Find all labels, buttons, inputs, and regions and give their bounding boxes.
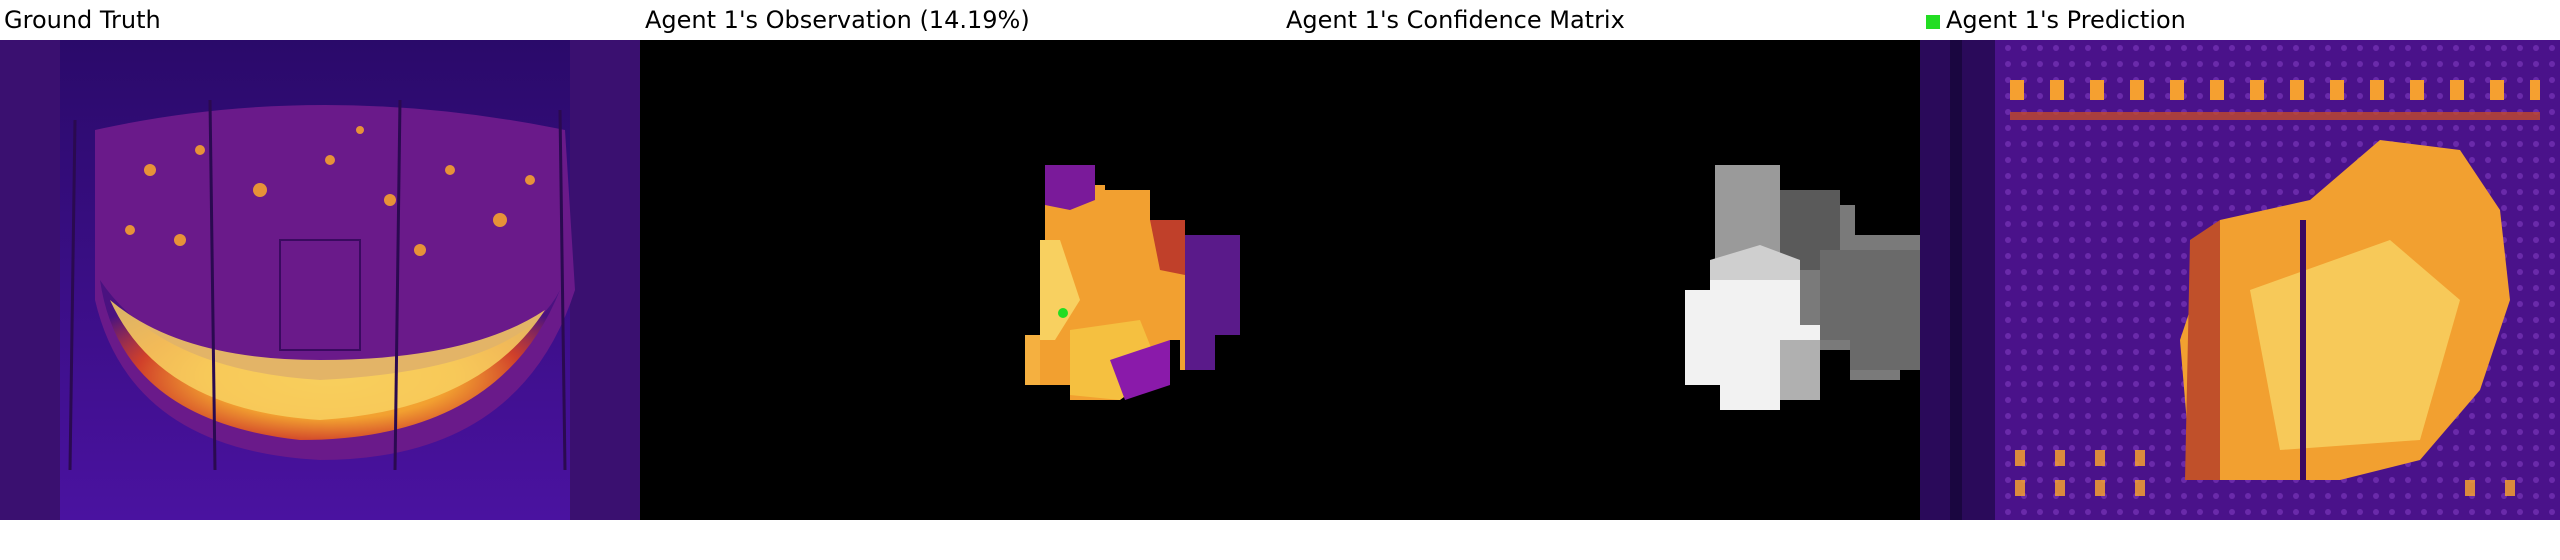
- ground-truth-title: Ground Truth: [4, 6, 161, 34]
- agent-marker: [1058, 308, 1068, 318]
- observation-image: [640, 40, 1280, 520]
- prediction-title: Agent 1's Prediction: [1926, 3, 2186, 37]
- ground-truth-image: [0, 40, 640, 520]
- prediction-image: [1920, 40, 2560, 520]
- prediction-title-text: Agent 1's Prediction: [1946, 6, 2186, 34]
- confidence-matrix-image: [1280, 40, 1920, 520]
- confidence-title: Agent 1's Confidence Matrix: [1286, 6, 1625, 34]
- observation-title: Agent 1's Observation (14.19%): [645, 6, 1030, 34]
- agent-legend-swatch: [1926, 15, 1940, 29]
